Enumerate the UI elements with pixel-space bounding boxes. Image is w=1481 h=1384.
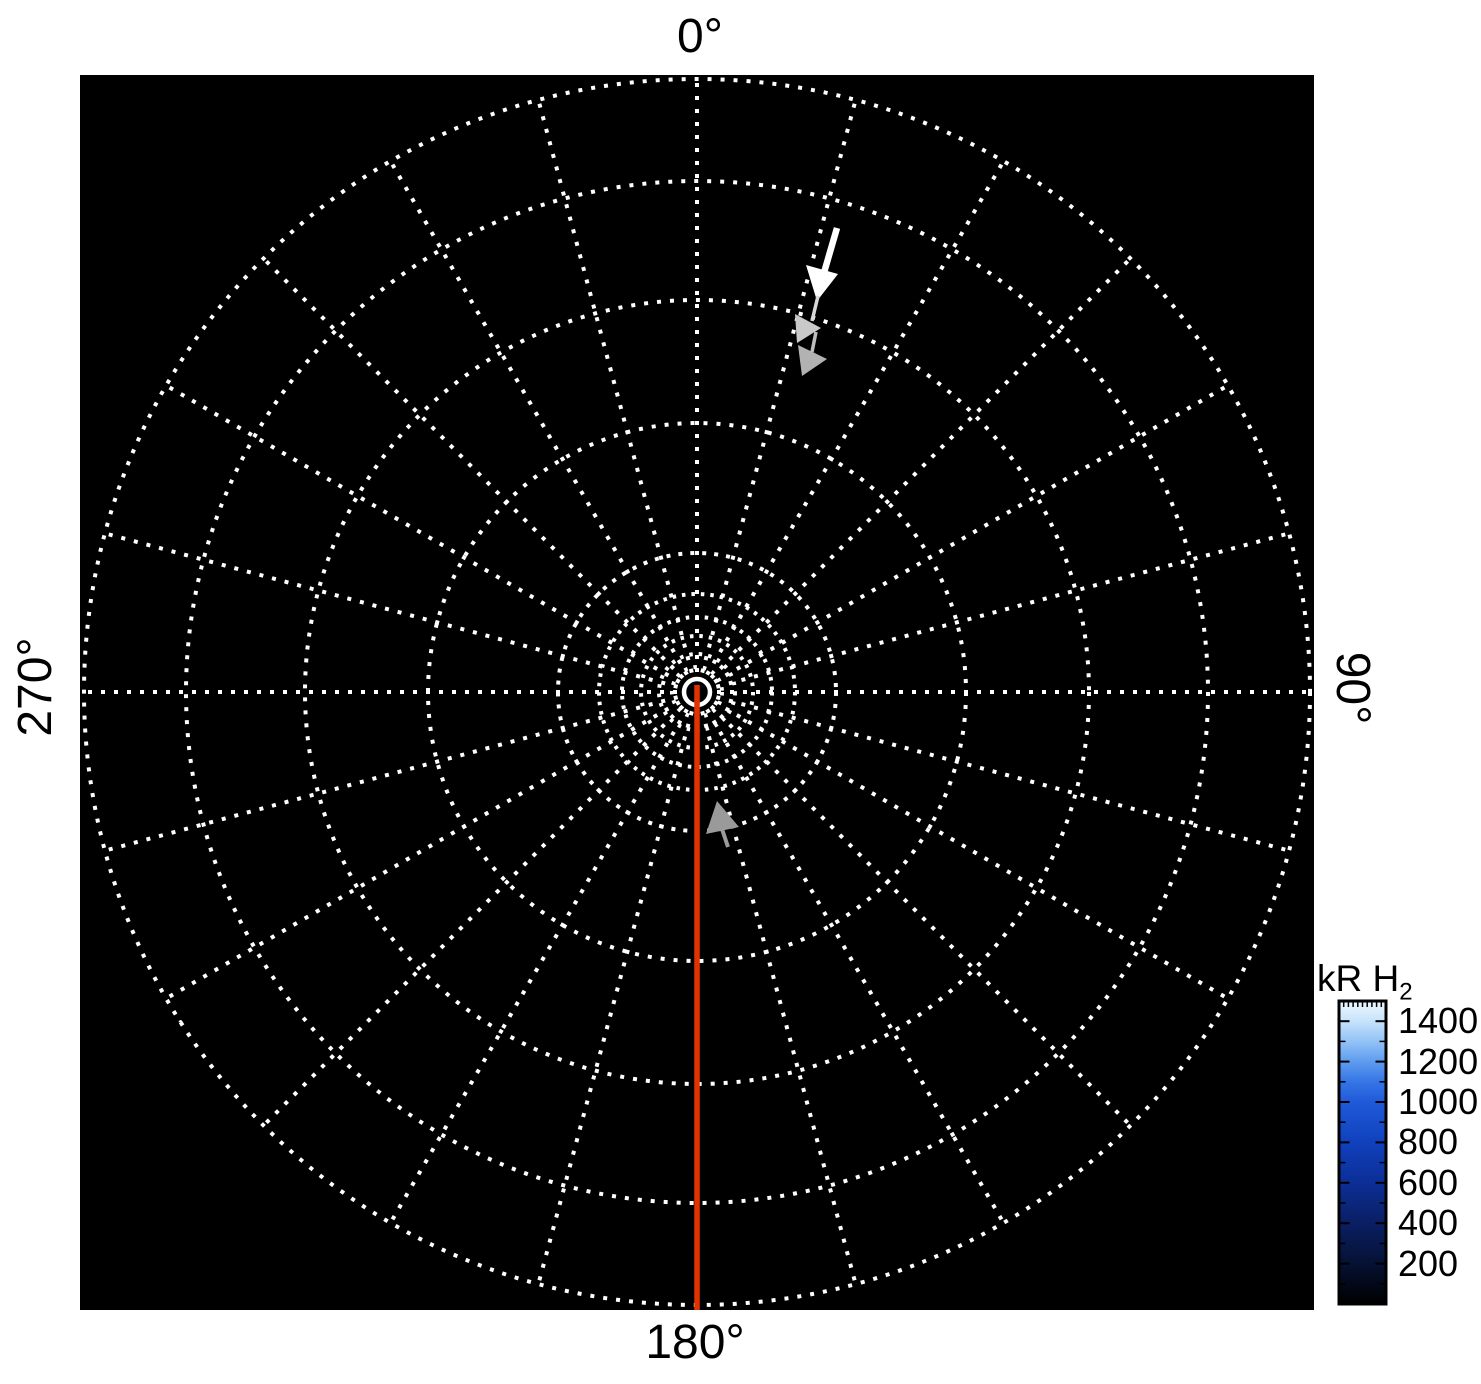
graticule-ray xyxy=(715,531,1290,689)
polar-grid-svg xyxy=(80,75,1314,1310)
colorbar-tick-label: 1400 xyxy=(1398,1000,1479,1042)
colorbar-ticks xyxy=(1340,1002,1385,1285)
gray-arrow-1-shaft xyxy=(810,295,820,322)
angle-label-0: 0° xyxy=(677,10,723,63)
colorbar-tick-label: 600 xyxy=(1398,1161,1459,1203)
graticule-ray xyxy=(104,695,679,853)
angle-label-180: 180° xyxy=(645,1316,745,1369)
graticule-ray xyxy=(104,531,679,689)
white-arrow-head xyxy=(806,265,838,301)
colorbar-tick-label: 1200 xyxy=(1398,1040,1479,1082)
plot-area xyxy=(80,75,1314,1310)
graticule-ray xyxy=(705,708,1006,1224)
graticule-ray xyxy=(713,383,1229,684)
colorbar-title: kR H2 xyxy=(1317,960,1413,1004)
graticule-ray xyxy=(700,99,858,674)
graticule-ray xyxy=(536,710,694,1285)
gray-arrow-2-shaft xyxy=(810,331,818,353)
gray-arrow-3-head xyxy=(706,801,739,834)
graticule-ray xyxy=(705,160,1006,676)
graticule-ray xyxy=(700,710,858,1285)
gray-arrow-1-head xyxy=(795,314,821,343)
gray-arrow-3-shaft xyxy=(720,828,730,848)
colorbar-title-subscript: 2 xyxy=(1399,978,1413,1006)
arrows xyxy=(706,227,841,848)
graticule-circle xyxy=(184,179,1210,1205)
graticule-ray xyxy=(388,708,689,1224)
colorbar-tick-label: 800 xyxy=(1398,1121,1459,1163)
gray-arrow-2-head xyxy=(798,345,827,376)
graticule-ray xyxy=(536,99,694,674)
colorbar-tick-label: 1000 xyxy=(1398,1081,1479,1122)
graticule-circle xyxy=(303,298,1091,1086)
graticule-ray xyxy=(388,160,689,676)
colorbar-title-main: kR H xyxy=(1317,958,1400,999)
graticule-ray xyxy=(165,383,681,684)
colorbar-tick-label: 400 xyxy=(1398,1202,1459,1244)
graticule-ray xyxy=(709,704,1132,1127)
graticule-ray xyxy=(165,700,681,1001)
colorbar-gradient-bar xyxy=(1337,999,1388,1306)
angle-label-270: 270° xyxy=(9,637,62,737)
graticule-ray xyxy=(709,257,1132,680)
colorbar-svg xyxy=(1337,999,1388,1306)
graticule-ray xyxy=(715,695,1290,853)
graticule-ray xyxy=(262,257,685,680)
colorbar-tick-label: 200 xyxy=(1398,1242,1459,1284)
angle-label-90: 90° xyxy=(1326,651,1379,725)
graticule-ray xyxy=(262,704,685,1127)
graticule-ray xyxy=(713,700,1229,1001)
